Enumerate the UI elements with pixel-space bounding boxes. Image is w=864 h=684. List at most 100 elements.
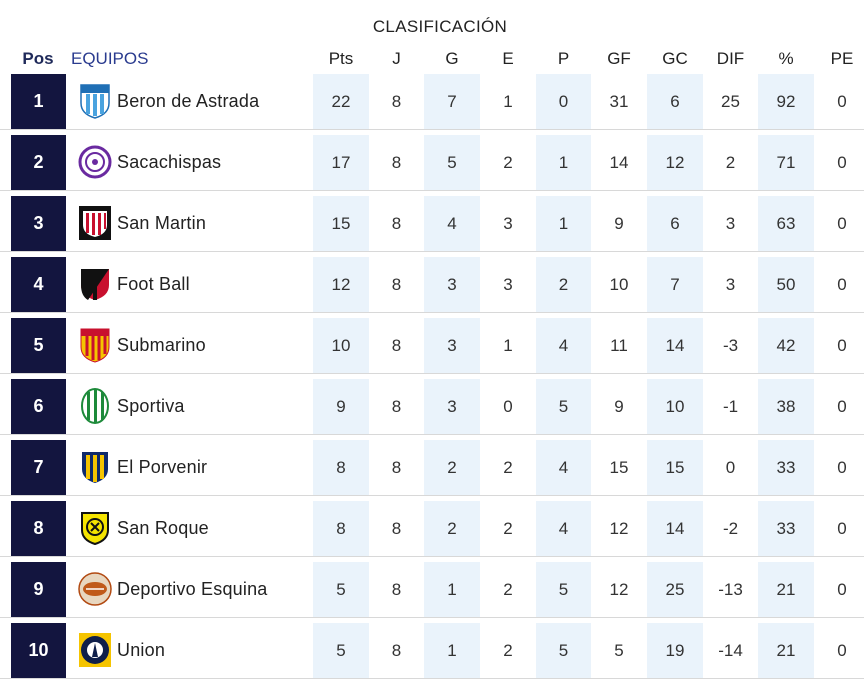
cell-gc: 25 bbox=[647, 562, 703, 617]
cell-pts: 22 bbox=[313, 74, 369, 129]
table-row-8[interactable]: 8 San Roque 8 8 2 2 4 12 14 -2 33 0 bbox=[0, 501, 864, 557]
cell-gf: 11 bbox=[610, 336, 628, 355]
table-row-2[interactable]: 2 Sacachispas 17 8 5 2 1 14 12 2 71 0 bbox=[0, 135, 864, 191]
deportivo-esquina-crest-icon bbox=[78, 571, 112, 607]
cell-e: 3 bbox=[503, 214, 513, 233]
cell-gc: 19 bbox=[647, 623, 703, 678]
header-team: EQUIPOS bbox=[71, 49, 149, 68]
cell-p: 5 bbox=[536, 623, 591, 678]
cell-gc: 14 bbox=[647, 501, 703, 556]
cell-gc: 10 bbox=[647, 379, 703, 434]
team-name[interactable]: Sportiva bbox=[117, 396, 185, 416]
cell-g: 1 bbox=[424, 623, 480, 678]
table-title: CLASIFICACIÓN bbox=[372, 17, 508, 36]
sacachispas-crest-icon bbox=[78, 144, 112, 180]
position-badge: 3 bbox=[11, 196, 66, 251]
cell-dif: -1 bbox=[722, 397, 739, 416]
submarino-crest-icon bbox=[78, 327, 112, 363]
cell-gc: 7 bbox=[647, 257, 703, 312]
cell-pct: 38 bbox=[758, 379, 814, 434]
cell-pts: 8 bbox=[313, 440, 369, 495]
cell-gc: 12 bbox=[647, 135, 703, 190]
cell-pts: 5 bbox=[313, 562, 369, 617]
cell-e: 1 bbox=[503, 92, 513, 111]
team-name[interactable]: El Porvenir bbox=[117, 457, 208, 477]
cell-j: 8 bbox=[391, 580, 402, 599]
cell-pe: 0 bbox=[837, 580, 847, 599]
cell-dif: -13 bbox=[718, 580, 743, 599]
cell-pe: 0 bbox=[837, 458, 847, 477]
team-name[interactable]: San Martin bbox=[117, 213, 207, 233]
cell-pct: 42 bbox=[758, 318, 814, 373]
cell-e: 0 bbox=[503, 397, 513, 416]
cell-g: 3 bbox=[424, 318, 480, 373]
cell-p: 1 bbox=[536, 196, 591, 251]
table-row-9[interactable]: 9 Deportivo Esquina 5 8 1 2 5 12 25 -13 … bbox=[0, 562, 864, 618]
cell-pe: 0 bbox=[837, 641, 847, 660]
cell-p: 5 bbox=[536, 379, 591, 434]
cell-pts: 15 bbox=[313, 196, 369, 251]
cell-e: 2 bbox=[503, 458, 513, 477]
header-p: P bbox=[557, 49, 570, 68]
cell-pe: 0 bbox=[837, 397, 847, 416]
position-badge: 6 bbox=[11, 379, 66, 434]
cell-pe: 0 bbox=[837, 153, 847, 172]
cell-g: 2 bbox=[424, 501, 480, 556]
cell-dif: 0 bbox=[725, 458, 736, 477]
cell-pct: 50 bbox=[758, 257, 814, 312]
beron-crest-icon bbox=[78, 83, 112, 119]
cell-gf: 14 bbox=[609, 153, 629, 172]
sportiva-crest-icon bbox=[78, 388, 112, 424]
team-name[interactable]: Foot Ball bbox=[117, 274, 190, 294]
cell-p: 4 bbox=[536, 440, 591, 495]
cell-pct: 21 bbox=[758, 623, 814, 678]
cell-e: 2 bbox=[503, 580, 513, 599]
table-row-3[interactable]: 3 San Martin 15 8 4 3 1 9 6 3 63 0 bbox=[0, 196, 864, 252]
cell-pct: 33 bbox=[758, 501, 814, 556]
table-row-10[interactable]: 10 Union 5 8 1 2 5 5 19 -14 21 0 bbox=[0, 623, 864, 679]
cell-dif: 3 bbox=[725, 275, 736, 294]
team-name[interactable]: Deportivo Esquina bbox=[117, 579, 268, 599]
cell-dif: 2 bbox=[725, 153, 736, 172]
header-gf: GF bbox=[607, 49, 631, 68]
cell-pe: 0 bbox=[837, 275, 847, 294]
cell-g: 1 bbox=[424, 562, 480, 617]
table-row-1[interactable]: 1 Beron de Astrada 22 8 7 1 0 31 6 25 92… bbox=[0, 74, 864, 130]
cell-pe: 0 bbox=[837, 214, 847, 233]
header-gc: GC bbox=[662, 49, 688, 68]
cell-p: 4 bbox=[536, 501, 591, 556]
table-row-4[interactable]: 4 Foot Ball 12 8 3 3 2 10 7 3 50 0 bbox=[0, 257, 864, 313]
cell-p: 2 bbox=[536, 257, 591, 312]
team-name[interactable]: Union bbox=[117, 640, 166, 660]
cell-gf: 9 bbox=[614, 397, 624, 416]
san-roque-crest-icon bbox=[78, 510, 112, 546]
cell-p: 0 bbox=[536, 74, 591, 129]
cell-gc: 15 bbox=[647, 440, 703, 495]
union-crest-icon bbox=[78, 632, 112, 668]
cell-e: 2 bbox=[503, 641, 513, 660]
team-name[interactable]: Sacachispas bbox=[117, 152, 222, 172]
cell-pts: 12 bbox=[313, 257, 369, 312]
cell-pts: 10 bbox=[313, 318, 369, 373]
position-badge: 8 bbox=[11, 501, 66, 556]
header-j: J bbox=[392, 49, 401, 68]
table-row-7[interactable]: 7 El Porvenir 8 8 2 2 4 15 15 0 33 0 bbox=[0, 440, 864, 496]
cell-gc: 6 bbox=[647, 74, 703, 129]
cell-pe: 0 bbox=[837, 92, 847, 111]
cell-dif: -14 bbox=[718, 641, 743, 660]
header-pe: PE bbox=[830, 49, 854, 68]
table-row-6[interactable]: 6 Sportiva 9 8 3 0 5 9 10 -1 38 0 bbox=[0, 379, 864, 435]
cell-j: 8 bbox=[391, 214, 402, 233]
cell-gf: 15 bbox=[609, 458, 629, 477]
team-name[interactable]: San Roque bbox=[117, 518, 209, 538]
cell-pct: 21 bbox=[758, 562, 814, 617]
cell-pct: 63 bbox=[758, 196, 814, 251]
table-row-5[interactable]: 5 Submarino 10 8 3 1 4 11 14 -3 42 0 bbox=[0, 318, 864, 374]
cell-j: 8 bbox=[391, 519, 402, 538]
cell-pts: 17 bbox=[313, 135, 369, 190]
cell-p: 4 bbox=[536, 318, 591, 373]
cell-g: 7 bbox=[424, 74, 480, 129]
cell-g: 2 bbox=[424, 440, 480, 495]
team-name[interactable]: Submarino bbox=[117, 335, 206, 355]
team-name[interactable]: Beron de Astrada bbox=[117, 91, 260, 111]
